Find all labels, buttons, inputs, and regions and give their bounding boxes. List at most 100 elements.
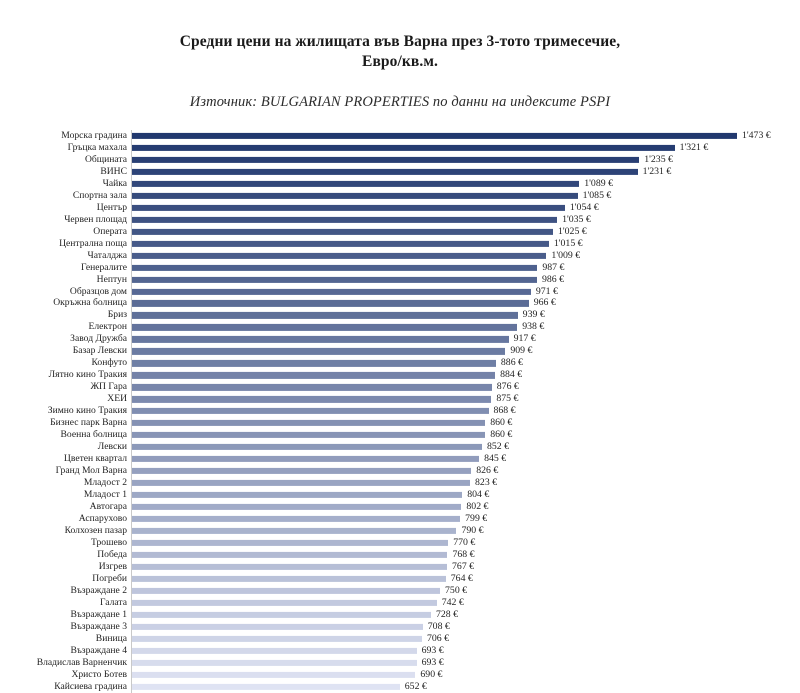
category-label: Младост 2 (83, 477, 127, 489)
bar-row: Владислав Варненчик 693 € (0, 657, 800, 669)
bar[interactable] (132, 635, 422, 642)
bar-row: Военна болница 860 € (0, 429, 800, 441)
bar[interactable] (132, 671, 416, 678)
bar[interactable] (132, 132, 737, 139)
bar-value-label: 804 € (467, 489, 490, 501)
bar[interactable] (132, 504, 462, 511)
bar-chart-plot-area: Морска градина 1'473 € Гръцка махала 1'321 … (0, 130, 800, 693)
bar[interactable] (132, 144, 675, 151)
category-label: Операта (93, 225, 127, 237)
bar-value-label: 693 € (421, 644, 444, 656)
bar[interactable] (132, 276, 537, 283)
bar-row: Автогара 802 € (0, 501, 800, 513)
bar-value-label: 886 € (500, 357, 523, 369)
bar-row: Аспарухово 799 € (0, 513, 800, 525)
category-label: Образцов дом (69, 285, 127, 297)
bar-row: Победа 768 € (0, 549, 800, 561)
bar-value-label: 1'009 € (551, 249, 581, 261)
bar-row: Колхозен пазар 790 € (0, 525, 800, 537)
category-label: Цветен квартал (63, 453, 127, 465)
category-label: Христо Ботев (71, 668, 127, 680)
bar-value-label: 1'231 € (642, 165, 672, 177)
bar[interactable] (132, 539, 449, 547)
bar[interactable] (132, 528, 457, 535)
bar[interactable] (132, 575, 446, 583)
bar[interactable] (132, 336, 509, 343)
bar[interactable] (132, 264, 538, 271)
category-label: Автогара (89, 501, 127, 513)
bar[interactable] (132, 444, 482, 451)
bar-row: Генералите 987 € (0, 262, 800, 274)
category-label: Генералите (81, 261, 127, 273)
bar[interactable] (132, 480, 471, 487)
bar-row: ХЕИ 875 € (0, 394, 800, 406)
bar-value-label: 939 € (522, 309, 545, 321)
bar-row: Чаталджа 1'009 € (0, 250, 800, 262)
bar[interactable] (132, 611, 431, 619)
category-label: Погреби (92, 573, 127, 584)
bar[interactable] (132, 204, 565, 211)
bar[interactable] (132, 623, 423, 631)
bar[interactable] (132, 587, 441, 595)
bar[interactable] (132, 456, 480, 463)
bar[interactable] (132, 348, 506, 355)
category-label: Лятно кино Тракия (48, 369, 127, 381)
bar[interactable] (132, 288, 531, 295)
category-label: Изгрев (98, 561, 127, 573)
category-label: Гранд Мол Варна (55, 465, 127, 477)
bar[interactable] (132, 228, 553, 235)
category-label: Възраждане 1 (70, 608, 127, 620)
bar[interactable] (132, 216, 558, 223)
category-label: Гръцка махала (67, 141, 127, 153)
bar[interactable] (132, 312, 518, 319)
bar[interactable] (132, 599, 437, 607)
category-label: Левски (97, 441, 127, 453)
bar[interactable] (132, 384, 492, 391)
bar[interactable] (132, 492, 463, 499)
bar[interactable] (132, 180, 580, 187)
bar-row: Кайсиева градина 652 € (0, 681, 800, 693)
category-label: Централна поща (59, 237, 127, 249)
category-label: Електрон (88, 321, 127, 333)
bar-row: Възраждане 4 693 € (0, 645, 800, 657)
bar[interactable] (132, 683, 400, 690)
bar-value-label: 986 € (541, 273, 565, 285)
category-label: Трошево (91, 537, 127, 549)
bar-value-label: 750 € (445, 584, 468, 596)
chart-title: Средни цени на жилищата във Варна през 3… (0, 32, 800, 72)
bar[interactable] (132, 647, 417, 654)
bar[interactable] (132, 563, 448, 571)
bar[interactable] (132, 156, 640, 163)
category-label: Конфуто (91, 357, 128, 369)
bar[interactable] (132, 300, 529, 307)
bar[interactable] (132, 360, 496, 367)
category-label: ЖП Гара (90, 381, 127, 393)
bar[interactable] (132, 240, 549, 247)
bar[interactable] (132, 420, 486, 427)
bar[interactable] (132, 432, 486, 439)
bar[interactable] (132, 408, 489, 415)
bar-row: Център 1'054 € (0, 202, 800, 214)
bar-row: Възраждане 2 750 € (0, 585, 800, 597)
bar[interactable] (132, 252, 547, 259)
bar-row: Виница 706 € (0, 633, 800, 645)
bar[interactable] (132, 168, 638, 175)
bar[interactable] (132, 468, 472, 475)
category-label: Победа (97, 549, 127, 561)
bar-value-label: 708 € (427, 620, 450, 632)
bar[interactable] (132, 551, 448, 559)
bar-row: Възраждане 1 728 € (0, 609, 800, 621)
bar[interactable] (132, 192, 578, 199)
bar-value-label: 799 € (465, 513, 488, 525)
bar-value-label: 917 € (513, 333, 536, 345)
bar[interactable] (132, 372, 496, 379)
category-label: Завод Дружба (70, 333, 127, 345)
bar[interactable] (132, 324, 518, 331)
bar-value-label: 971 € (535, 285, 558, 297)
bar[interactable] (132, 396, 492, 403)
bar[interactable] (132, 659, 417, 666)
bar[interactable] (132, 516, 461, 523)
category-label: Виница (95, 632, 127, 644)
category-label: Чаталджа (87, 249, 127, 261)
